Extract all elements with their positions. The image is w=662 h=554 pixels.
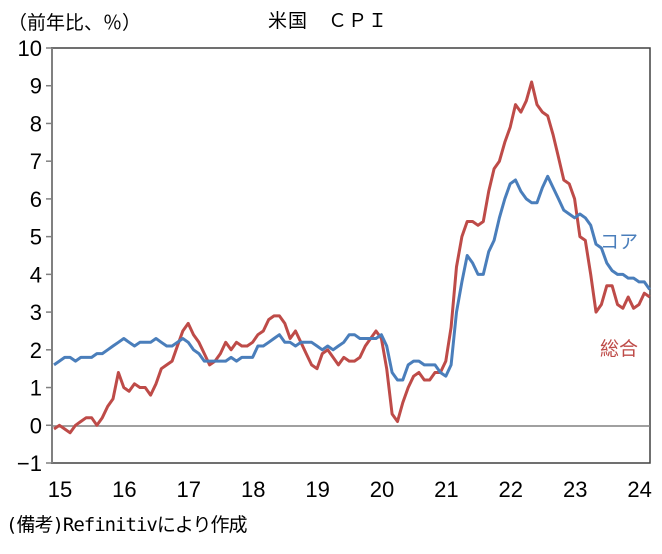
y-tick-label: 4 <box>30 262 42 287</box>
x-tick-label: 22 <box>499 477 523 502</box>
x-tick-label: 24 <box>627 477 651 502</box>
chart-title: 米国 ＣＰＩ <box>268 10 389 32</box>
legend-headline-label: 総合 <box>600 338 638 360</box>
x-tick-label: 21 <box>434 477 458 502</box>
plot-frame <box>51 47 651 464</box>
y-tick-label: 0 <box>30 413 42 438</box>
y-tick-label: 1 <box>30 376 42 401</box>
y-tick-label: 9 <box>30 74 42 99</box>
y-tick-label: 7 <box>30 149 42 174</box>
x-tick-label: 19 <box>305 477 329 502</box>
y-tick-label: 2 <box>30 338 42 363</box>
y-tick-label: 3 <box>30 300 42 325</box>
y-tick-label: −1 <box>17 451 42 476</box>
x-tick-label: 20 <box>370 477 394 502</box>
y-tick-label: 6 <box>30 187 42 212</box>
y-axis-unit-label: （前年比、％） <box>8 12 142 34</box>
x-tick-label: 16 <box>112 477 136 502</box>
x-tick-label: 23 <box>563 477 587 502</box>
y-tick-label: 5 <box>30 225 42 250</box>
legend-core-label: コア <box>600 231 638 253</box>
core-cpi-line <box>53 174 651 382</box>
y-tick-label: 8 <box>30 111 42 136</box>
x-tick-label: 18 <box>241 477 265 502</box>
x-tick-label: 15 <box>48 477 72 502</box>
y-tick-label: 10 <box>18 36 42 61</box>
headline-cpi-line <box>53 80 651 435</box>
x-tick-label: 17 <box>177 477 201 502</box>
x-axis: 15 16 17 18 19 20 21 22 23 24 <box>48 477 652 502</box>
source-note: (備考)Refinitivにより作成 <box>6 514 247 536</box>
